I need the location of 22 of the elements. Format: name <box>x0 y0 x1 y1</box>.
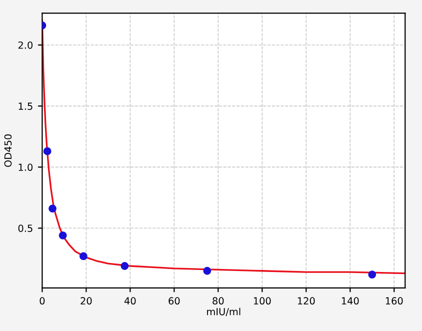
y-tick-label: 0.5 <box>18 224 32 232</box>
x-tick-label: 80 <box>212 297 224 305</box>
y-tick-label: 2.0 <box>18 41 33 49</box>
point <box>79 252 88 260</box>
x-axis-title: mIU/ml <box>207 308 240 316</box>
y-tick-label: 1.0 <box>18 164 33 171</box>
y-axis-title: OD450 <box>4 134 12 167</box>
point <box>43 147 52 156</box>
x-tick-label: 100 <box>254 297 271 305</box>
x-tick-label: 120 <box>298 297 315 305</box>
x-tick-label: 160 <box>386 297 403 305</box>
point <box>48 204 56 213</box>
point <box>58 232 67 240</box>
x-tick-label: 20 <box>80 297 92 305</box>
y-tick-label: 1.5 <box>18 102 32 110</box>
point <box>203 266 212 275</box>
point <box>368 270 376 278</box>
x-tick-label: 60 <box>168 297 180 305</box>
x-tick-label: 140 <box>342 297 359 305</box>
x-tick-label: 0 <box>40 297 45 305</box>
point <box>120 262 129 270</box>
x-tick-label: 40 <box>124 297 136 305</box>
